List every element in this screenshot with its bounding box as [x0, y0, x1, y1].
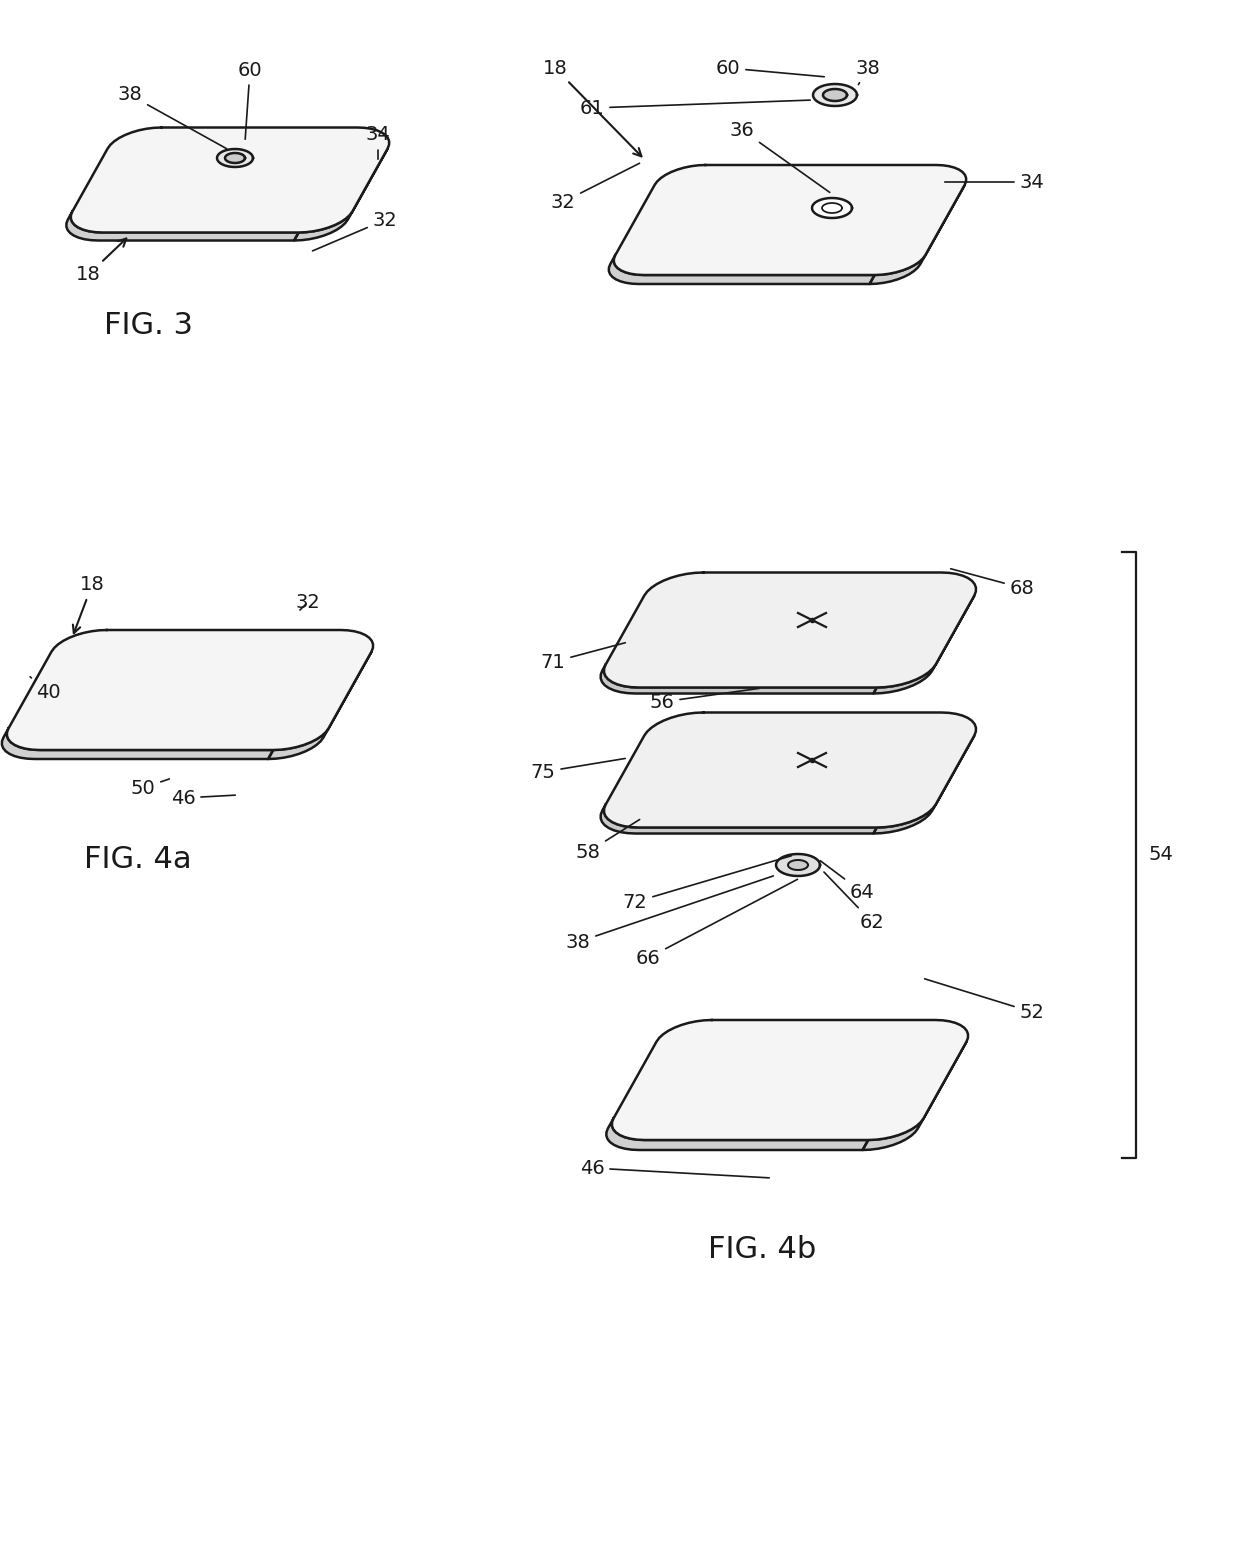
Polygon shape: [224, 153, 246, 162]
Text: 18: 18: [543, 58, 641, 156]
Text: 58: 58: [575, 819, 640, 861]
Text: 36: 36: [729, 120, 830, 192]
Text: 38: 38: [565, 875, 774, 952]
Text: FIG. 3: FIG. 3: [103, 310, 192, 340]
Polygon shape: [813, 84, 857, 106]
Text: 38: 38: [118, 86, 227, 148]
Polygon shape: [600, 805, 877, 833]
Text: 61: 61: [579, 98, 810, 117]
Polygon shape: [613, 1020, 968, 1140]
Text: 75: 75: [531, 758, 625, 782]
Text: 34: 34: [366, 125, 391, 159]
Polygon shape: [600, 665, 877, 694]
Text: 54: 54: [1148, 846, 1173, 864]
Polygon shape: [869, 184, 965, 284]
Text: 68: 68: [951, 569, 1034, 597]
Polygon shape: [614, 165, 966, 275]
Text: 32: 32: [312, 211, 397, 251]
Text: 38: 38: [856, 58, 880, 84]
Text: 50: 50: [130, 778, 170, 797]
Text: 46: 46: [579, 1159, 769, 1178]
Polygon shape: [604, 573, 976, 688]
Polygon shape: [7, 630, 373, 750]
Polygon shape: [604, 713, 976, 827]
Text: 60: 60: [715, 58, 825, 78]
Text: 40: 40: [30, 677, 61, 702]
Polygon shape: [776, 853, 820, 877]
Text: 71: 71: [541, 643, 625, 671]
Text: 32: 32: [295, 593, 320, 612]
Text: 72: 72: [622, 856, 791, 911]
Text: 66: 66: [636, 880, 797, 967]
Text: 46: 46: [171, 788, 236, 808]
Polygon shape: [789, 860, 808, 870]
Text: FIG. 4b: FIG. 4b: [708, 1236, 816, 1265]
Polygon shape: [863, 1042, 966, 1150]
Text: 62: 62: [823, 872, 884, 931]
Text: 18: 18: [76, 239, 126, 284]
Polygon shape: [67, 212, 299, 240]
Polygon shape: [873, 596, 975, 694]
Polygon shape: [812, 198, 852, 218]
Polygon shape: [873, 735, 975, 833]
Polygon shape: [823, 89, 847, 101]
Text: 32: 32: [551, 164, 640, 212]
Polygon shape: [71, 128, 389, 232]
Polygon shape: [294, 148, 388, 240]
Text: 18: 18: [73, 576, 104, 633]
Polygon shape: [606, 1119, 868, 1150]
Text: 60: 60: [238, 61, 263, 139]
Polygon shape: [217, 150, 253, 167]
Text: 64: 64: [820, 861, 874, 902]
Text: 52: 52: [925, 978, 1044, 1022]
Text: 34: 34: [945, 173, 1044, 192]
Polygon shape: [2, 729, 273, 760]
Text: 56: 56: [650, 688, 759, 711]
Polygon shape: [268, 652, 372, 760]
Polygon shape: [609, 256, 874, 284]
Text: FIG. 4a: FIG. 4a: [84, 846, 192, 875]
